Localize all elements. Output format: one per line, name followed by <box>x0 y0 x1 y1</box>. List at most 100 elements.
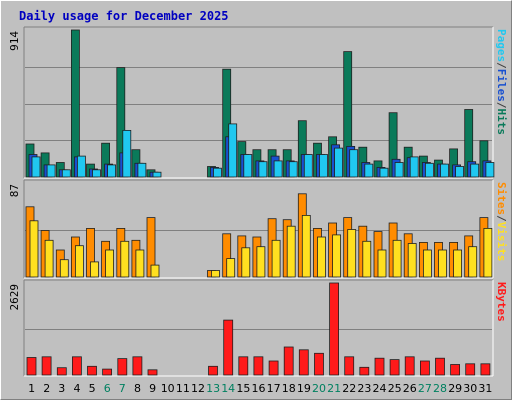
bar-pages-day-8 <box>137 162 147 178</box>
bar-sites-day-29 <box>453 249 463 278</box>
x-tick-label-18: 18 <box>282 382 296 395</box>
bar-sites-day-16 <box>256 246 266 278</box>
bar-pages-day-23 <box>364 163 374 178</box>
bar-sites-day-30 <box>468 246 478 278</box>
bar-kbytes-day-17 <box>268 360 279 376</box>
x-tick-label-12: 12 <box>191 382 205 395</box>
bar-pages-day-27 <box>424 162 434 178</box>
x-tick-label-6: 6 <box>104 382 111 395</box>
bar-sites-day-8 <box>135 249 145 278</box>
bar-sites-day-19 <box>301 214 311 278</box>
bar-sites-day-15 <box>241 247 251 278</box>
bar-pages-day-16 <box>258 161 268 178</box>
bar-kbytes-day-6 <box>102 368 112 376</box>
bar-kbytes-day-20 <box>314 352 324 376</box>
bar-sites-day-25 <box>392 239 402 278</box>
bar-kbytes-day-27 <box>419 360 430 376</box>
legend-2: Sites/Visits <box>495 182 508 262</box>
x-tick-label-24: 24 <box>373 382 387 395</box>
legend-item-files: Files <box>495 69 508 102</box>
bar-pages-day-9 <box>152 171 162 178</box>
bar-sites-day-2 <box>44 239 54 278</box>
x-tick-label-13: 13 <box>206 382 220 395</box>
bar-sites-day-18 <box>286 225 296 278</box>
x-tick-label-15: 15 <box>236 382 250 395</box>
bar-hits-day-4 <box>71 29 80 178</box>
legend-item-separator: / <box>495 62 508 69</box>
y-max-label: 2629 <box>8 284 21 311</box>
bar-kbytes-day-22 <box>344 356 355 376</box>
bar-pages-day-6 <box>107 164 116 178</box>
bar-pages-day-2 <box>46 164 56 178</box>
legend-item-sites: Sites <box>495 182 508 215</box>
x-tick-label-10: 10 <box>161 382 175 395</box>
bar-kbytes-day-29 <box>450 364 461 376</box>
bar-sites-day-1 <box>29 220 39 278</box>
bar-pages-day-3 <box>61 169 71 178</box>
bar-sites-day-4 <box>75 245 84 278</box>
x-tick-label-20: 20 <box>312 382 326 395</box>
legend-item-visits: Visits <box>495 222 508 262</box>
bar-pages-day-24 <box>379 167 389 178</box>
bar-sites-day-21 <box>332 234 342 278</box>
chart-title: Daily usage for December 2025 <box>19 9 229 23</box>
bar-kbytes-day-19 <box>298 349 309 376</box>
bar-sites-day-17 <box>271 239 281 278</box>
bar-pages-day-5 <box>92 169 101 178</box>
bar-kbytes-day-9 <box>147 369 158 376</box>
bar-sites-day-23 <box>362 240 372 278</box>
bar-sites-day-9 <box>150 264 160 278</box>
bar-kbytes-day-26 <box>404 356 415 376</box>
bar-pages-day-14 <box>228 123 238 178</box>
bar-pages-day-31 <box>485 162 495 178</box>
bar-pages-day-1 <box>31 156 41 178</box>
bar-sites-day-27 <box>422 249 432 278</box>
bar-sites-day-7 <box>120 240 130 278</box>
legend-item-separator: / <box>495 102 508 109</box>
legend-item-kbytes: KBytes <box>495 282 508 322</box>
bar-kbytes-day-5 <box>87 365 97 376</box>
y-max-label: 87 <box>8 184 21 197</box>
x-tick-label-14: 14 <box>221 382 235 395</box>
x-tick-label-19: 19 <box>297 382 311 395</box>
bar-sites-day-13 <box>211 270 220 278</box>
bar-pages-day-28 <box>440 163 449 178</box>
bar-kbytes-day-8 <box>132 356 143 376</box>
bar-kbytes-day-23 <box>359 366 370 376</box>
x-tick-label-28: 28 <box>433 382 447 395</box>
bar-sites-day-26 <box>407 243 417 278</box>
x-tick-label-30: 30 <box>463 382 477 395</box>
bar-kbytes-day-24 <box>374 357 385 376</box>
bar-sites-day-14 <box>226 258 236 278</box>
y-max-label: 914 <box>8 31 21 51</box>
x-tick-label-7: 7 <box>119 382 126 395</box>
bar-kbytes-day-1 <box>26 357 37 376</box>
bar-pages-day-18 <box>288 161 298 178</box>
bar-sites-day-24 <box>377 249 387 278</box>
x-tick-label-5: 5 <box>89 382 96 395</box>
x-tick-label-8: 8 <box>134 382 141 395</box>
bar-kbytes-day-15 <box>238 356 249 376</box>
x-tick-label-31: 31 <box>478 382 492 395</box>
bar-kbytes-day-21 <box>329 282 340 376</box>
bar-pages-day-4 <box>77 155 86 178</box>
bar-pages-day-13 <box>213 167 222 178</box>
legend-item-pages: Pages <box>495 29 508 62</box>
bar-pages-day-26 <box>409 156 419 178</box>
legend-3: KBytes <box>495 282 508 322</box>
legend-item-separator: / <box>495 215 508 222</box>
x-tick-label-11: 11 <box>176 382 190 395</box>
x-tick-label-25: 25 <box>388 382 402 395</box>
x-tick-label-9: 9 <box>149 382 156 395</box>
bar-kbytes-day-16 <box>253 356 264 376</box>
bar-pages-day-22 <box>349 149 359 178</box>
x-tick-label-26: 26 <box>403 382 417 395</box>
x-tick-label-4: 4 <box>74 382 81 395</box>
x-tick-label-17: 17 <box>267 382 281 395</box>
bar-kbytes-day-7 <box>117 358 128 376</box>
bar-pages-day-19 <box>303 154 313 178</box>
bar-kbytes-day-30 <box>465 363 476 376</box>
bar-sites-day-5 <box>90 261 99 278</box>
bar-pages-day-17 <box>273 160 283 178</box>
